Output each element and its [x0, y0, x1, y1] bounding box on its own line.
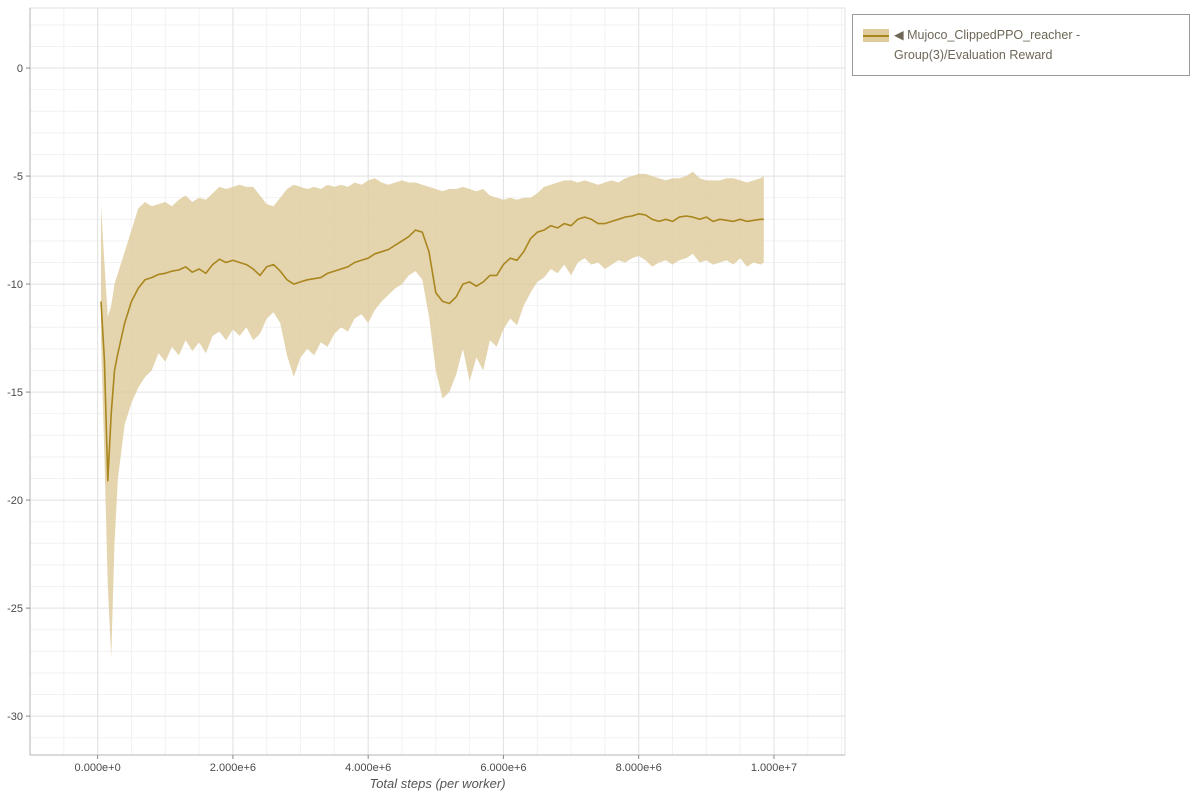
- y-tick-label: -20: [7, 495, 23, 507]
- axes: [26, 8, 845, 759]
- y-tick-label: -5: [13, 171, 23, 183]
- chart-svg: 0 -5 -10 -15 -20 -25 -30 0.000e+0 2.000e+6 4.000e…: [7, 7, 846, 791]
- reward-chart: 0 -5 -10 -15 -20 -25 -30 0.000e+0 2.000e+6 4.000e…: [7, 7, 846, 791]
- x-tick-label: 6.000e+6: [480, 762, 526, 774]
- y-tick-label: -10: [7, 279, 23, 291]
- legend-item[interactable]: ◀ Mujoco_ClippedPPO_reacher - Group(3)/E…: [863, 25, 1179, 65]
- x-axis-title: Total steps (per worker): [369, 776, 505, 791]
- y-tick-label: 0: [17, 63, 23, 75]
- x-tick-label: 8.000e+6: [616, 762, 662, 774]
- legend-collapse-icon[interactable]: ◀: [894, 28, 904, 42]
- x-tick-label: 1.000e+7: [751, 762, 797, 774]
- y-tick-label: -30: [7, 711, 23, 723]
- legend-swatch-icon: [863, 29, 889, 42]
- legend-swatch-line-icon: [863, 34, 889, 37]
- confidence-band: [101, 171, 764, 658]
- minor-grid: [29, 8, 845, 755]
- x-tick-label: 0.000e+0: [75, 762, 121, 774]
- y-tick-label: -15: [7, 387, 23, 399]
- x-tick-label: 4.000e+6: [345, 762, 391, 774]
- major-grid: [30, 8, 845, 755]
- legend-box: ◀ Mujoco_ClippedPPO_reacher - Group(3)/E…: [852, 14, 1190, 76]
- legend-label: ◀ Mujoco_ClippedPPO_reacher - Group(3)/E…: [894, 25, 1179, 65]
- x-tick-label: 2.000e+6: [210, 762, 256, 774]
- plot-border: [29, 7, 846, 756]
- mean-line: [100, 213, 764, 482]
- y-tick-label: -25: [7, 603, 23, 615]
- legend-label-text: Mujoco_ClippedPPO_reacher - Group(3)/Eva…: [894, 28, 1081, 62]
